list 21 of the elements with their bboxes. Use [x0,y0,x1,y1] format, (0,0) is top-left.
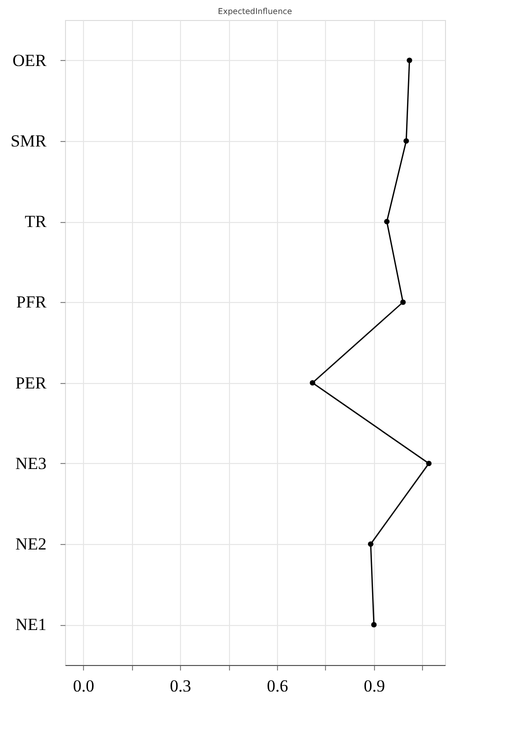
point [406,58,412,64]
y-tick-label: OER [12,50,48,70]
x-tick-label: 0.3 [170,676,192,696]
x-tick-label: 0.0 [72,676,94,696]
x-tick-label: 0.9 [364,676,386,696]
chart-title: ExpectedInfluence [218,7,292,16]
point [310,380,316,386]
y-tick-label: SMR [10,131,48,150]
point [368,541,374,547]
y-tick-label: NE1 [15,615,46,634]
y-tick-label: NE3 [15,454,46,473]
y-tick-label: PER [15,373,48,392]
point [371,622,377,628]
point [400,299,406,305]
point [426,460,432,466]
x-tick-label: 0.6 [266,676,288,696]
y-tick-label: NE2 [15,534,46,554]
y-tick-label: TR [24,212,48,232]
point [384,218,390,224]
y-tick-label: PFR [16,292,48,312]
point [403,138,409,144]
